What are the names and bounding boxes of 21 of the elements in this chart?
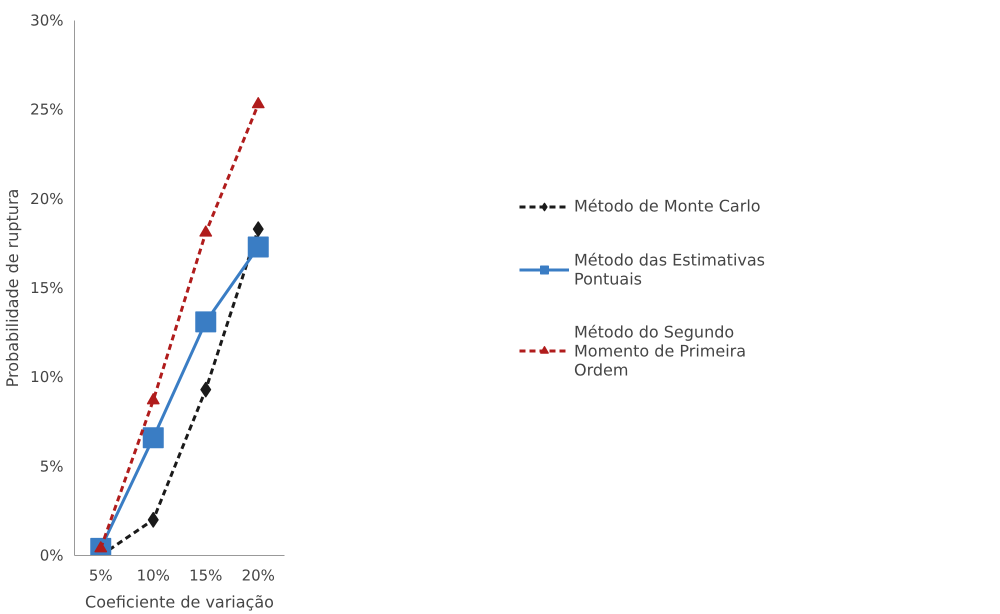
y-tick-label: 5% (40, 457, 64, 476)
point (195, 311, 216, 332)
y-axis-title: Probabilidade de ruptura (3, 188, 22, 388)
legend-label: Método das Estimativas Pontuais (574, 250, 766, 288)
point (248, 236, 269, 258)
point (252, 96, 265, 108)
x-tick-label: 20% (242, 566, 275, 584)
y-tick-label: 30% (30, 12, 64, 30)
x-tick-label: 15% (189, 566, 222, 584)
x-tick-label: 5% (88, 566, 113, 584)
y-tick-label: 0% (40, 546, 64, 564)
point (199, 225, 212, 237)
legend-label: Método de Monte Carlo (574, 196, 761, 216)
point (142, 427, 164, 448)
y-tick-label: 15% (30, 279, 64, 297)
y-tick-label: 20% (30, 190, 64, 208)
x-axis-title: Coeficiente de variação (85, 592, 274, 612)
x-tick-label: 10% (136, 566, 170, 584)
y-tick-label: 10% (30, 368, 64, 386)
y-tick-label: 25% (30, 100, 64, 119)
legend-label: Método do Segundo Momento de Primeira Ordem (574, 322, 746, 379)
